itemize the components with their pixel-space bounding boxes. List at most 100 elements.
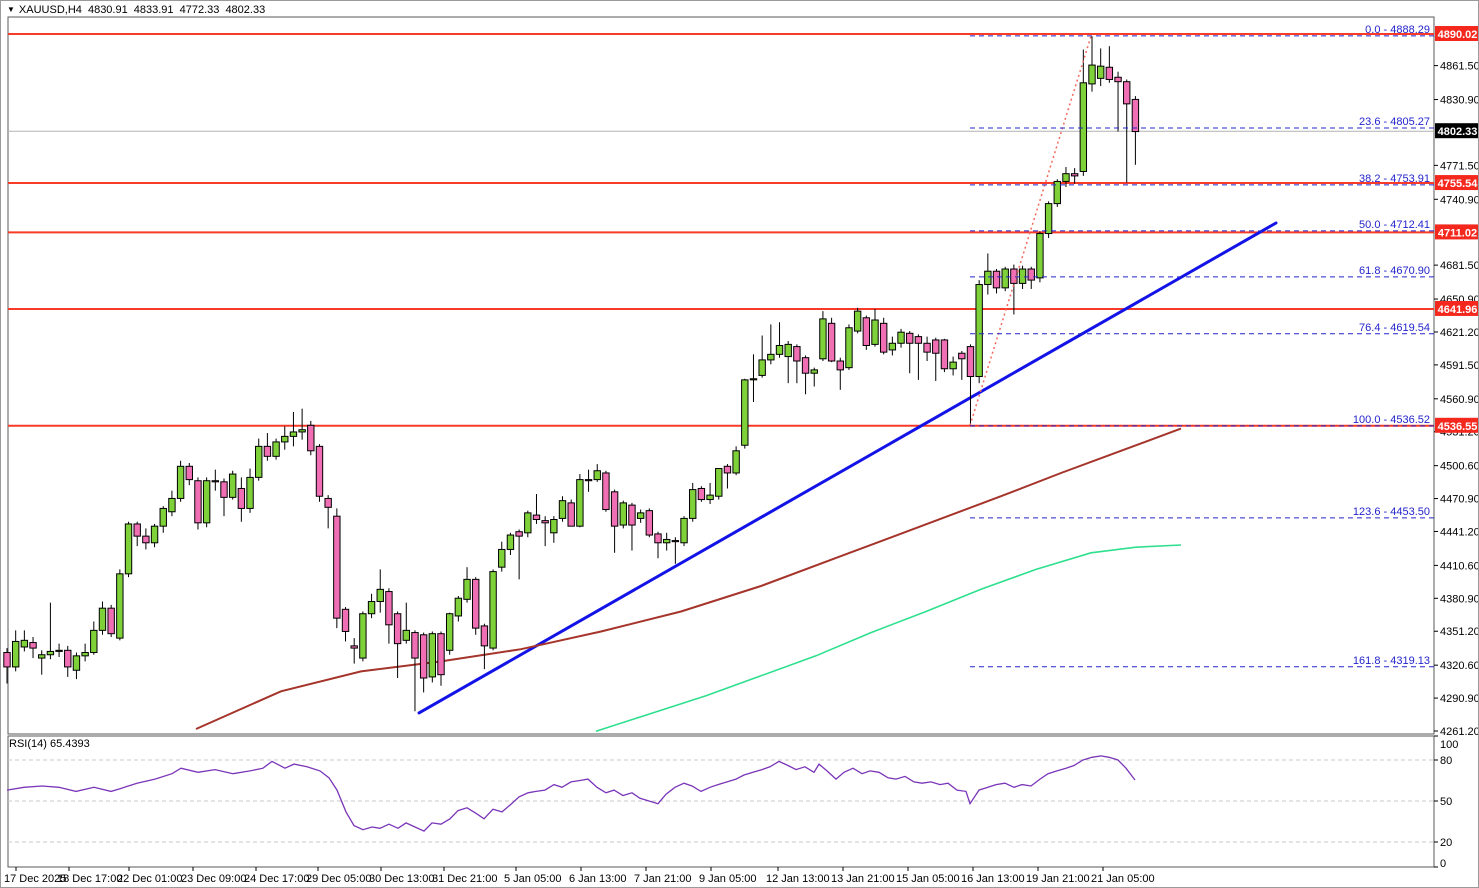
candle-body	[636, 512, 645, 519]
candle-body	[445, 613, 454, 651]
candle-body	[558, 500, 567, 519]
candle-body	[333, 515, 341, 619]
time-axis-label: 18 Dec 17:00	[57, 873, 122, 885]
candle-body	[958, 352, 966, 360]
price-axis-label: 4560.90	[1440, 394, 1479, 406]
rsi-indicator-label: RSI(14) 65.4393	[9, 738, 90, 750]
candle-body	[1131, 98, 1140, 133]
candle-body	[228, 473, 237, 498]
candle-body	[367, 601, 376, 615]
candle-body	[550, 519, 558, 534]
price-axis-label: 4500.60	[1440, 461, 1479, 473]
candle-body	[576, 479, 584, 527]
candle-body	[992, 270, 1001, 289]
candle-body	[758, 359, 766, 376]
price-tag-red-text: 4755.54	[1438, 178, 1479, 190]
blue-trendline[interactable]	[417, 221, 1278, 715]
candle-body	[298, 429, 306, 433]
candle-body	[38, 654, 46, 659]
price-tag-red	[1435, 417, 1478, 433]
candle-body	[107, 607, 115, 635]
candle-body	[888, 342, 897, 351]
candle-body	[220, 481, 228, 498]
candle-body	[359, 613, 367, 659]
candle-body	[749, 378, 758, 381]
candle-body	[1096, 65, 1105, 79]
candle-body	[793, 346, 801, 362]
candle-body	[654, 533, 662, 544]
candle-body	[975, 284, 983, 378]
candle-body	[341, 608, 350, 632]
candle-body	[81, 652, 89, 657]
time-axis-label: 13 Jan 21:00	[831, 873, 895, 885]
candle-body	[246, 476, 254, 509]
candle-body	[1114, 76, 1122, 83]
candle-body	[1088, 64, 1096, 85]
price-axis-label: 4740.90	[1440, 194, 1479, 206]
candle-body	[159, 507, 167, 527]
candle-body	[1123, 81, 1131, 105]
collapse-triangle-icon[interactable]: ▼	[7, 5, 15, 14]
candle-body	[255, 445, 263, 478]
ohlc-open: 4830.91	[87, 4, 128, 16]
candle-body	[524, 512, 532, 534]
price-tag-red-text: 4711.02	[1438, 227, 1477, 239]
price-axis-label: 4681.50	[1440, 260, 1479, 272]
price-tag-red-text: 4641.96	[1438, 304, 1478, 316]
candle-body	[645, 510, 654, 536]
rsi-line	[6, 755, 1136, 832]
rsi-scale-label: 20	[1440, 837, 1452, 849]
price-axis-label: 4470.90	[1440, 494, 1479, 506]
candle-body	[1001, 268, 1009, 289]
candle-body	[845, 327, 853, 369]
candle-body	[1062, 173, 1070, 182]
price-axis-label: 4621.20	[1440, 327, 1479, 339]
time-axis-label: 24 Dec 17:00	[244, 873, 309, 885]
time-axis-label: 5 Jan 05:00	[504, 873, 562, 885]
price-axis-label: 4830.90	[1440, 95, 1479, 107]
candle-body	[168, 497, 176, 513]
candle-body	[680, 517, 688, 544]
symbol-timeframe-label: XAUUSD,H4	[18, 4, 82, 16]
price-tag-red	[1435, 26, 1478, 41]
candle-body	[715, 468, 723, 497]
price-axis-label: 4290.90	[1440, 693, 1479, 705]
fib-level-label: 0.0 - 4888.29	[1365, 24, 1430, 36]
fib-level-label: 38.2 - 4753.91	[1359, 173, 1430, 185]
candle-body	[437, 633, 445, 676]
candle-body	[411, 632, 419, 659]
candle-body	[515, 531, 523, 537]
candle-body	[498, 548, 506, 568]
ohlc-low: 4772.33	[179, 4, 220, 16]
candle-body	[315, 445, 324, 497]
candle-body	[419, 634, 428, 679]
candle-body	[853, 310, 862, 332]
rsi-scale-label: 50	[1440, 796, 1452, 808]
candle-body	[3, 652, 11, 668]
time-axis-label: 9 Jan 05:00	[699, 873, 757, 885]
candle-body	[819, 318, 827, 360]
candle-body	[706, 494, 714, 501]
candle-body	[801, 357, 810, 374]
candle-body	[532, 514, 541, 521]
candle-body	[385, 591, 393, 626]
candle-body	[966, 346, 975, 378]
candle-body	[350, 645, 358, 649]
candle-body	[879, 322, 888, 353]
candle-body	[897, 331, 905, 344]
price-tag-current-text: 4802.33	[1438, 126, 1478, 138]
time-axis-label: 6 Jan 13:00	[569, 873, 627, 885]
candle-body	[1018, 268, 1027, 284]
candle-body	[281, 435, 289, 443]
candle-body	[628, 504, 636, 526]
candle-body	[428, 633, 437, 678]
candle-body	[211, 480, 220, 483]
candle-body	[1070, 173, 1079, 177]
price-axis-label: 4261.20	[1440, 726, 1479, 738]
fib-level-label: 61.8 - 4670.90	[1359, 265, 1430, 277]
candle-body	[393, 613, 402, 645]
candle-body	[610, 491, 619, 527]
candle-body	[11, 640, 20, 668]
candle-body	[567, 502, 575, 527]
